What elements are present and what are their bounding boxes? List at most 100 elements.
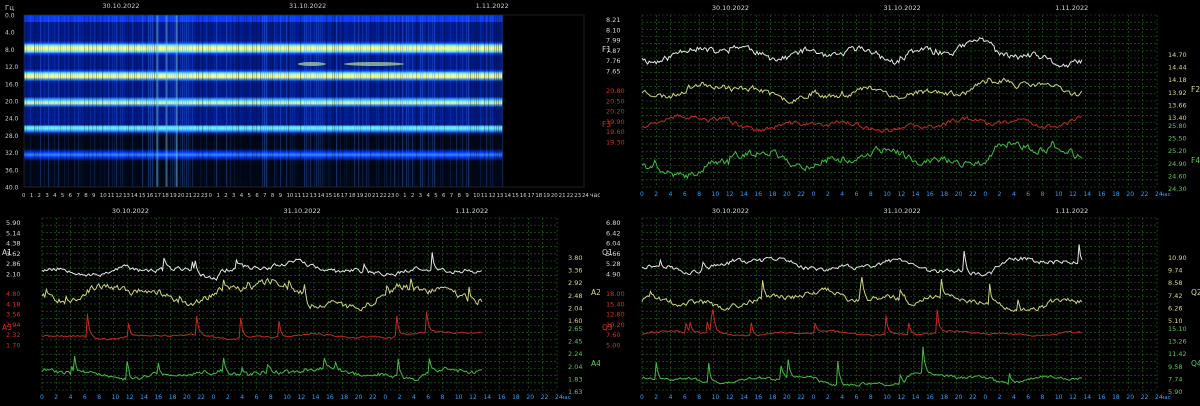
- x-tick-label: 2: [826, 191, 830, 198]
- spectrogram-streak: [452, 15, 453, 187]
- spectrogram-streak: [356, 15, 358, 187]
- x-tick-label: 4: [840, 191, 844, 198]
- x-tick-label: 4: [1012, 394, 1016, 401]
- spectrogram-streak: [74, 15, 76, 187]
- x-tick-label: 17: [341, 193, 348, 199]
- x-tick-label: 8: [697, 394, 701, 401]
- spectrogram-streak: [284, 15, 286, 187]
- right-tick-label: 14.44: [1168, 64, 1187, 72]
- spectrogram-streak: [388, 15, 390, 187]
- spectrogram-streak: [172, 15, 174, 187]
- x-tick-label: 16: [520, 193, 527, 199]
- x-tick-label: 5: [61, 193, 64, 199]
- spectrogram-streak: [448, 15, 449, 187]
- x-tick-label: 0: [209, 193, 213, 199]
- spectrogram-streak: [378, 15, 380, 187]
- spectrogram-chart: 0.0 4.0 8.0 12.0 16.0 20.0 24.0 28.0 32.0 36.0 40.…: [5, 2, 600, 199]
- x-tick-label: 8: [458, 193, 462, 199]
- x-tick-label: 2: [38, 193, 41, 199]
- x-tick-label: 4: [412, 394, 416, 401]
- date-label: 31.10.2022: [289, 2, 326, 10]
- right-tick-label: 6.26: [1168, 304, 1182, 312]
- x-tick-label: 6: [69, 193, 73, 199]
- spectrogram-streak: [472, 15, 474, 187]
- x-tick-label: 4: [840, 394, 844, 401]
- right-tick-label: 13.66: [1168, 101, 1187, 109]
- left-tick-label-red: 19.30: [606, 139, 625, 147]
- x-tick-label: 0: [383, 394, 387, 401]
- spectrogram-streak: [430, 15, 432, 187]
- x-tick-label: 12: [1069, 394, 1077, 401]
- left-tick-label-red: 20.80: [606, 87, 625, 95]
- spectrogram-streak: [406, 15, 408, 187]
- left-tick-label-red: 10.20: [606, 321, 625, 329]
- spectrogram-streak: [412, 15, 414, 187]
- spectrogram-streak: [48, 15, 50, 187]
- right-tick-label-green: 2.65: [568, 325, 582, 333]
- spectrogram-streak: [30, 15, 32, 187]
- spectrogram-streak: [488, 15, 490, 187]
- date-label: 30.10.2022: [712, 207, 749, 215]
- spectrogram-streak: [152, 15, 154, 187]
- x-tick-label: 14: [131, 193, 138, 199]
- x-tick-label: 4: [240, 394, 244, 401]
- spectrogram-streak: [394, 15, 396, 187]
- x-tick-label: 16: [333, 193, 340, 199]
- x-tick-label: 8: [84, 193, 88, 199]
- x-tick-label: 22: [380, 193, 387, 199]
- x-tick-label: 14: [140, 394, 148, 401]
- spectrogram-streak: [44, 15, 46, 187]
- x-tick-label: 6: [255, 193, 259, 199]
- x-tick-label: 4: [240, 193, 244, 199]
- right-tick-label-green: 9.58: [1168, 363, 1182, 371]
- spectrogram-streak: [250, 15, 252, 187]
- spectrogram-streak: [270, 15, 272, 187]
- x-tick-label: 7: [76, 193, 79, 199]
- spectrogram-streak: [186, 15, 188, 187]
- x-tick-label: 20: [178, 193, 185, 199]
- spectrogram-streak: [288, 15, 290, 187]
- spectrogram-streak: [290, 15, 292, 187]
- spectrogram-streak: [154, 15, 156, 187]
- x-tick-label: 14: [1083, 191, 1091, 198]
- series-line-q2: [641, 276, 1083, 313]
- spectrogram-streak: [120, 15, 122, 187]
- y-tick-label: 12.0: [5, 64, 19, 71]
- x-tick-label: 23: [388, 193, 395, 199]
- spectrogram-streak: [40, 15, 42, 187]
- x-tick-label: 12: [298, 394, 306, 401]
- left-tick-label: 8.10: [606, 26, 620, 34]
- spectrogram-streak: [102, 15, 104, 187]
- date-label: 31.10.2022: [284, 207, 321, 215]
- x-tick-label: 0: [640, 191, 644, 198]
- spectrogram-streak: [54, 15, 56, 187]
- spectrogram-streak: [108, 15, 110, 187]
- x-tick-label: 19: [170, 193, 177, 199]
- spectrogram-streak: [404, 15, 406, 187]
- x-tick-label: 12: [489, 193, 496, 199]
- series-line-f4: [641, 140, 1083, 180]
- spectrogram-streak: [374, 15, 376, 187]
- spectrogram-streak: [464, 15, 465, 187]
- x-tick-label: 14: [1083, 394, 1091, 401]
- spectrogram-hotspot: [134, 46, 147, 51]
- spectrogram-streak: [276, 15, 278, 187]
- left-tick-label: 5.28: [606, 260, 620, 268]
- left-tick-label: 2.10: [6, 271, 20, 279]
- x-unit-label: час: [1161, 395, 1171, 401]
- spectrogram-streak: [438, 15, 440, 187]
- spectrogram-streak: [218, 15, 220, 187]
- spectrogram-streak: [494, 15, 496, 187]
- x-tick-label: 14: [504, 193, 511, 199]
- right-tick-label-green: 2.45: [568, 338, 582, 346]
- spectrogram-streak: [424, 15, 426, 187]
- spectrogram-streak: [132, 15, 134, 187]
- spectrogram-streak: [428, 15, 430, 187]
- x-tick-label: 10: [1055, 394, 1063, 401]
- spectrogram-interference-line: [165, 15, 168, 187]
- x-tick-label: 18: [769, 191, 777, 198]
- spectrogram-streak: [240, 15, 241, 187]
- left-tick-label: 4.38: [6, 240, 20, 248]
- spectrogram-streak: [298, 15, 299, 187]
- y-tick-label: 28.0: [5, 133, 19, 140]
